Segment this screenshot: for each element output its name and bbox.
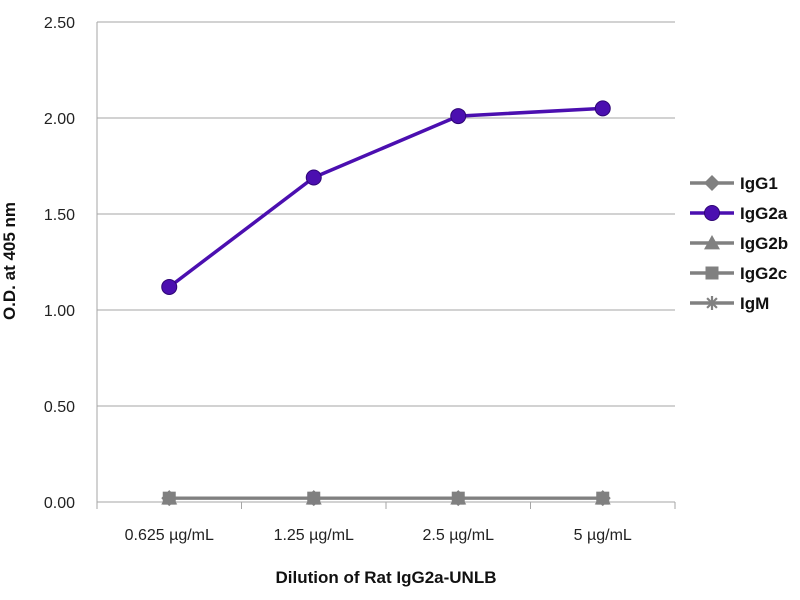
legend-item-igg2a: IgG2a xyxy=(690,204,788,223)
legend-marker-igg2c xyxy=(705,266,719,280)
x-axis-title: Dilution of Rat IgG2a-UNLB xyxy=(276,568,497,587)
x-tick-label: 2.5 µg/mL xyxy=(423,527,495,544)
x-tick-label: 0.625 µg/mL xyxy=(125,527,214,544)
gridlines xyxy=(97,21,675,407)
data-point-igm xyxy=(306,491,321,506)
data-point-igg2a xyxy=(305,169,322,186)
legend-marker-igm xyxy=(705,296,719,310)
data-point-igm-stroke xyxy=(308,492,320,504)
legend-marker-igg1 xyxy=(704,175,720,191)
legend-label: IgG2b xyxy=(740,234,788,253)
x-tick-label: 1.25 µg/mL xyxy=(274,527,354,544)
data-point-igm-stroke xyxy=(163,492,175,504)
legend: IgG1 IgG2a IgG2b IgG2c IgM xyxy=(690,174,788,313)
legend-item-igg1: IgG1 xyxy=(690,174,778,193)
y-tick-label: 0.50 xyxy=(44,399,75,416)
legend-marker-igm-stroke xyxy=(706,297,718,309)
data-point-igg2a xyxy=(594,100,611,117)
data-point-igm-stroke xyxy=(597,492,609,504)
legend-label: IgG1 xyxy=(740,174,778,193)
axes: 0.00 0.50 1.00 1.50 2.00 2.50 0.625 µg/mL 1.25 … xyxy=(44,15,676,544)
y-tick-label: 0.00 xyxy=(44,495,75,512)
legend-item-igm: IgM xyxy=(690,294,769,313)
y-tick-label: 2.00 xyxy=(44,111,75,128)
data-point-igm xyxy=(595,491,610,506)
legend-item-igg2c: IgG2c xyxy=(690,264,787,283)
data-point-igg2a xyxy=(450,108,467,125)
y-tick-label: 2.50 xyxy=(44,15,75,32)
data-point-igm-stroke xyxy=(452,492,464,504)
data-point-igg2a xyxy=(161,278,178,295)
series-igm xyxy=(162,491,610,506)
y-tick-label: 1.00 xyxy=(44,303,75,320)
y-tick-label: 1.50 xyxy=(44,207,75,224)
legend-marker-igg2b xyxy=(704,235,720,250)
legend-marker-igg2a xyxy=(704,205,720,221)
legend-label: IgG2a xyxy=(740,204,788,223)
y-axis-title: O.D. at 405 nm xyxy=(0,202,19,320)
data-point-igm xyxy=(451,491,466,506)
series-igg2a xyxy=(161,100,611,295)
legend-label: IgG2c xyxy=(740,264,787,283)
legend-label: IgM xyxy=(740,294,769,313)
legend-item-igg2b: IgG2b xyxy=(690,234,788,253)
data-point-igm xyxy=(162,491,177,506)
x-tick-label: 5 µg/mL xyxy=(574,527,632,544)
series xyxy=(161,100,611,507)
series-line-igg2a xyxy=(168,106,603,289)
